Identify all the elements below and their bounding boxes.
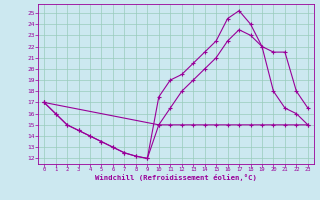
X-axis label: Windchill (Refroidissement éolien,°C): Windchill (Refroidissement éolien,°C) bbox=[95, 174, 257, 181]
